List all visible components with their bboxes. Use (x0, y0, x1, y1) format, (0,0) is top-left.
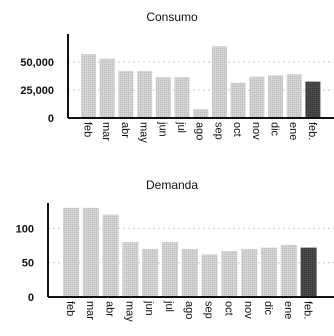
bar (261, 247, 277, 297)
bar (286, 74, 302, 118)
x-tick-label: ago (183, 301, 195, 319)
x-tick-label: sep (212, 122, 224, 140)
bar (142, 248, 159, 297)
bar (99, 58, 115, 118)
y-tick-label: 50,000 (20, 57, 54, 69)
bar (211, 46, 227, 118)
chart-title: Demanda (146, 178, 198, 192)
bar (174, 77, 190, 118)
x-tick-label: feb. (306, 122, 318, 140)
bar (193, 109, 209, 118)
x-tick-label: dic (262, 301, 274, 316)
x-tick-label: abr (119, 122, 131, 138)
y-tick-label: 25,000 (20, 85, 54, 97)
x-tick-label: nov (250, 122, 262, 140)
bar (249, 76, 265, 118)
x-tick-label: ago (194, 122, 206, 140)
x-tick-label: jul (175, 121, 187, 133)
y-tick-label: 50 (22, 258, 34, 270)
x-tick-label: jul (163, 300, 175, 312)
x-tick-label: jun (156, 121, 168, 137)
x-tick-label: abr (104, 301, 116, 317)
bar (280, 244, 297, 297)
chart-consumo: Consumo 0 25,000 50,000 feb mar abr may jun jul… (20, 10, 334, 143)
x-tick-label: feb (82, 122, 94, 137)
x-tick-label: feb. (302, 301, 314, 319)
x-tick-label: mar (100, 122, 112, 141)
bar (181, 248, 198, 297)
x-tick-label: ene (282, 301, 294, 319)
bar (63, 207, 79, 297)
bar (82, 207, 99, 297)
x-tick-label: may (138, 122, 150, 143)
y-tick-label: 0 (28, 292, 34, 304)
bar (102, 214, 119, 297)
x-tick-label: oct (222, 301, 234, 316)
bar (268, 75, 283, 118)
bar (221, 251, 238, 297)
x-tick-label: may (123, 301, 135, 322)
x-tick-label: ene (287, 122, 299, 140)
chart-demanda: Demanda 0 50 100 feb mar abr may jun jul ago sep o… (16, 178, 334, 322)
bar (122, 242, 139, 297)
bar-highlight (300, 247, 317, 297)
bar (201, 254, 218, 297)
x-tick-label: mar (84, 301, 96, 320)
chart-title: Consumo (146, 10, 198, 24)
x-tick-label: oct (231, 122, 243, 137)
x-tick-label: dic (269, 122, 281, 137)
bar (230, 82, 246, 118)
bar-highlight (305, 81, 321, 118)
bar (81, 54, 96, 118)
x-tick-label: jun (143, 300, 155, 316)
bar (155, 77, 171, 118)
bar (118, 70, 134, 118)
bar (137, 70, 153, 118)
x-tick-label: feb (64, 301, 76, 316)
x-tick-label: sep (203, 301, 215, 319)
y-tick-label: 100 (16, 223, 34, 235)
bar (241, 248, 258, 297)
y-tick-label: 0 (48, 113, 54, 125)
x-tick-label: nov (242, 301, 254, 319)
bar (162, 242, 178, 297)
